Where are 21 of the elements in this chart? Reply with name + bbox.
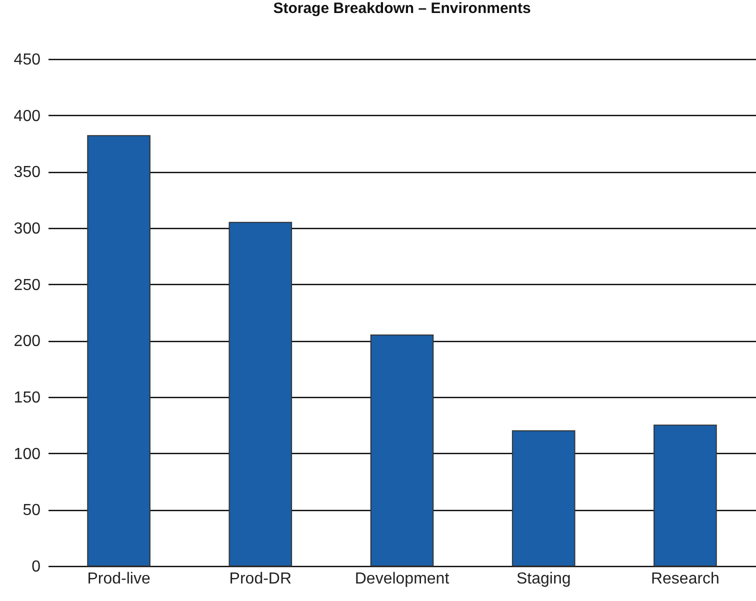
y-tick-label: 250 — [14, 276, 41, 294]
y-tick-label: 350 — [14, 164, 41, 182]
x-tick-label: Development — [354, 570, 450, 588]
y-tick-label: 0 — [32, 558, 41, 576]
y-tick-label: 100 — [14, 446, 41, 463]
bar — [87, 135, 150, 566]
x-tick-label: Research — [650, 570, 720, 588]
y-tick-label: 300 — [14, 220, 41, 238]
chart-title: Storage Breakdown – Environments — [273, 0, 531, 17]
x-tick-label: Prod-live — [87, 570, 150, 588]
bar — [228, 222, 292, 566]
y-tick-label: 50 — [22, 502, 41, 520]
x-tick-label: Staging — [516, 570, 571, 588]
y-tick-label: 200 — [14, 333, 41, 350]
bar — [654, 424, 717, 566]
y-tick-label: 400 — [14, 108, 41, 125]
bar — [512, 430, 576, 566]
y-tick-label: 450 — [14, 52, 41, 68]
bar — [370, 334, 434, 566]
y-tick-label: 150 — [14, 390, 41, 406]
x-tick-label: Prod-DR — [229, 570, 292, 588]
